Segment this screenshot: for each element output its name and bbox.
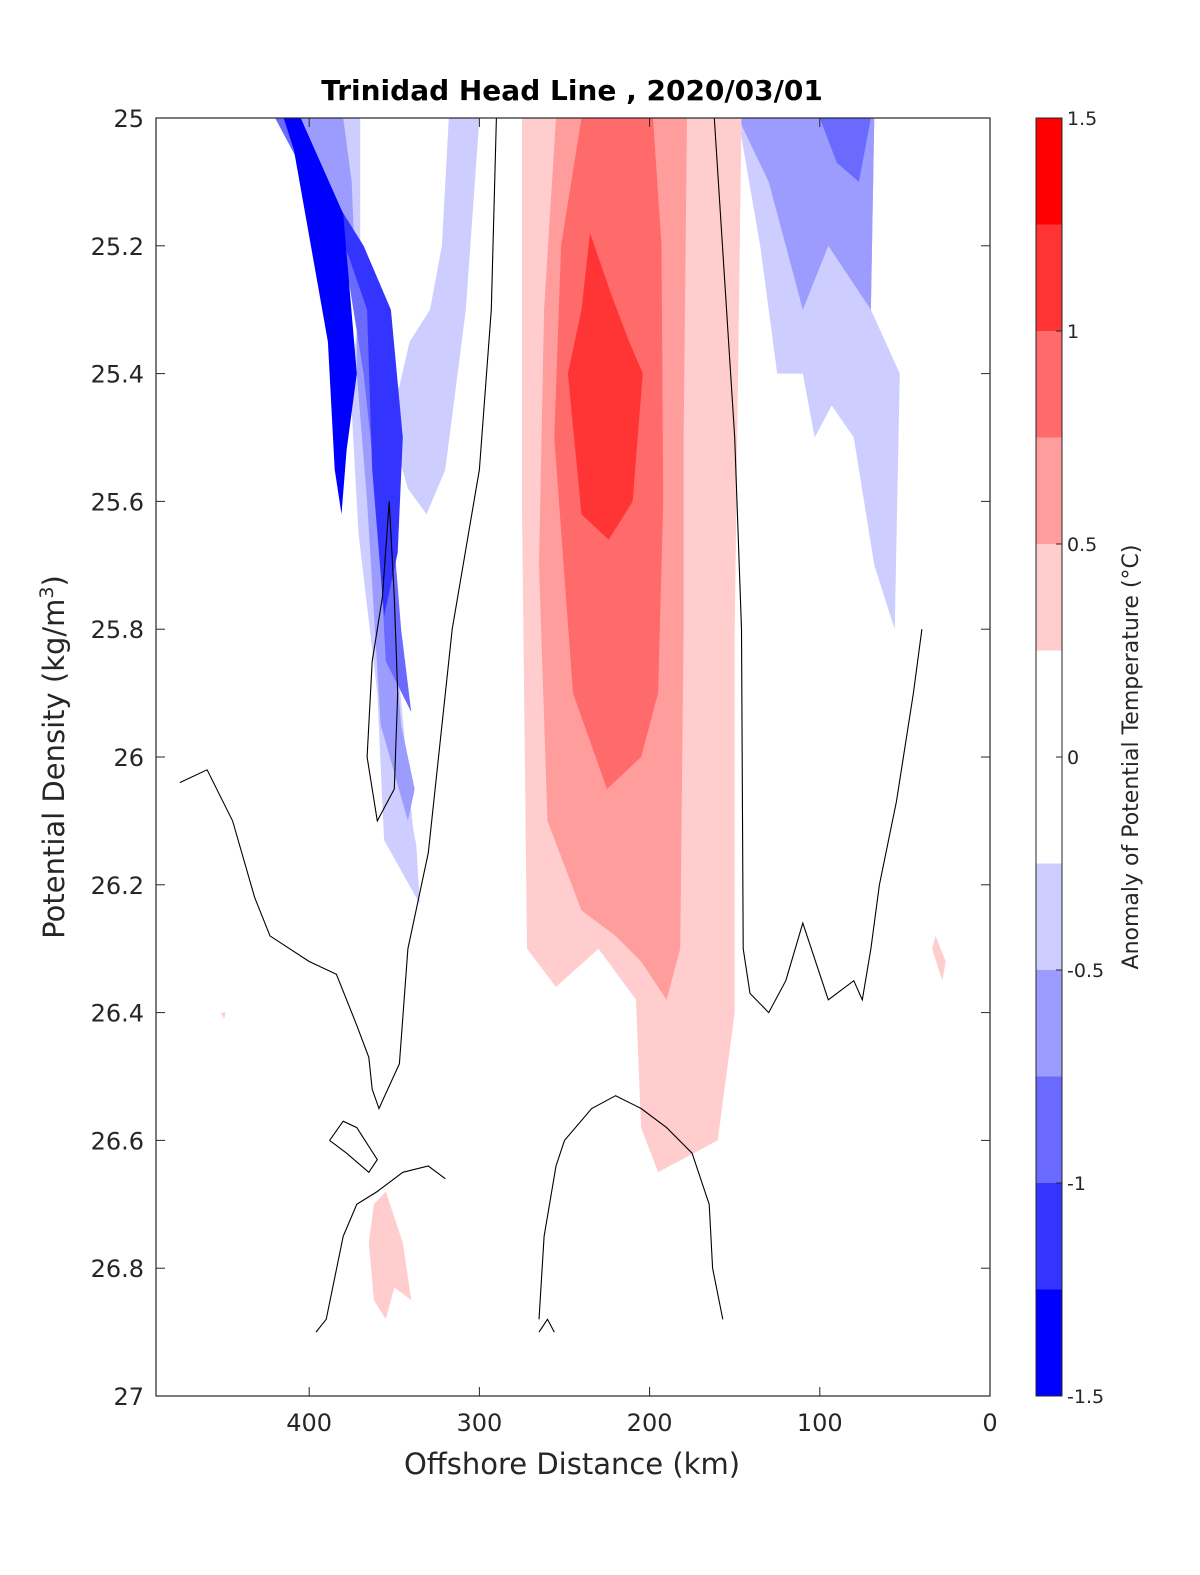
- colorbar-band: [1036, 544, 1062, 651]
- y-axis-label: Potential Density (kg/m3): [36, 575, 71, 939]
- y-axis-label-superscript: 3: [36, 586, 58, 598]
- y-tick-label: 25.6: [91, 488, 144, 516]
- y-tick-label: 25.8: [91, 616, 144, 644]
- colorbar-tick-label: -1.5: [1067, 1386, 1104, 1408]
- y-tick-label: 26.6: [91, 1127, 144, 1155]
- contour-region-pos-13: [932, 935, 946, 981]
- colorbar-band: [1036, 331, 1062, 438]
- y-tick-label: 26.4: [91, 1000, 144, 1028]
- contour-region-neg-7: [819, 118, 871, 182]
- x-axis-label: Offshore Distance (km): [404, 1447, 740, 1481]
- contour-region-neg-4: [283, 118, 357, 515]
- y-tick-label: 27: [113, 1383, 144, 1411]
- x-tick-label: 400: [286, 1409, 332, 1437]
- y-tick-label: 26: [113, 744, 144, 772]
- contour-region-neg-3: [254, 118, 403, 617]
- contour-region-pos-14: [220, 1012, 226, 1019]
- colorbar-ticks: 1.5 1 0.5 0 -0.5 -1 -1.5: [1056, 108, 1104, 1408]
- plot-area: 400 300 200 100 0 25 25.2 25.4 25.6 25.8 26 26.2 26.…: [91, 105, 998, 1437]
- y-tick-label: 25.2: [91, 233, 144, 261]
- y-axis-label-close: ): [37, 575, 71, 586]
- colorbar-label: Anomaly of Potential Temperature (°C): [1119, 545, 1144, 970]
- y-tick-label: 25.4: [91, 361, 144, 389]
- x-tick-label: 200: [627, 1409, 673, 1437]
- colorbar-tick-label: 0.5: [1067, 534, 1097, 556]
- y-axis-label-main: Potential Density (kg/m: [37, 599, 71, 939]
- zero-contour-line-4: [315, 1165, 446, 1333]
- zero-contour-line-5: [538, 1095, 724, 1320]
- y-tick-label: 26.2: [91, 872, 144, 900]
- axis-ticks: 400 300 200 100 0 25 25.2 25.4 25.6 25.8 26 26.2 26.…: [91, 105, 998, 1437]
- y-tick-label: 25: [113, 105, 144, 133]
- contour-fill-layer: [190, 118, 946, 1320]
- colorbar-band: [1036, 437, 1062, 544]
- colorbar-tick-label: -1: [1067, 1173, 1086, 1195]
- colorbar: 1.5 1 0.5 0 -0.5 -1 -1.5 Anomaly of Potential …: [1035, 108, 1144, 1408]
- x-tick-label: 300: [456, 1409, 502, 1437]
- contour-region-pos-12: [368, 1191, 412, 1320]
- colorbar-tick-label: 1.5: [1067, 108, 1097, 130]
- colorbar-band: [1036, 1289, 1062, 1396]
- colorbar-bands: [1036, 118, 1062, 1396]
- zero-contour-line-0: [179, 117, 497, 1110]
- chart-title: Trinidad Head Line , 2020/03/01: [321, 74, 823, 107]
- zero-contour-layer: [179, 117, 923, 1333]
- zero-contour-line-2: [713, 117, 923, 1014]
- contour-region-neg-0: [190, 118, 480, 904]
- colorbar-tick-label: 1: [1067, 321, 1079, 343]
- contour-region-neg-6: [738, 118, 875, 310]
- contour-region-pos-11: [567, 233, 643, 540]
- colorbar-band: [1036, 970, 1062, 1077]
- colorbar-band: [1036, 1076, 1062, 1183]
- colorbar-band: [1036, 863, 1062, 970]
- colorbar-band: [1036, 1183, 1062, 1290]
- zero-contour-line-6: [538, 1318, 555, 1333]
- colorbar-tick-label: 0: [1067, 747, 1079, 769]
- colorbar-tick-label: -0.5: [1067, 960, 1104, 982]
- x-tick-label: 0: [982, 1409, 997, 1437]
- x-tick-label: 100: [797, 1409, 843, 1437]
- zero-contour-line-1: [366, 501, 399, 823]
- zero-contour-line-3: [329, 1120, 378, 1174]
- y-tick-label: 26.8: [91, 1255, 144, 1283]
- colorbar-band: [1036, 118, 1062, 225]
- colorbar-band: [1036, 224, 1062, 331]
